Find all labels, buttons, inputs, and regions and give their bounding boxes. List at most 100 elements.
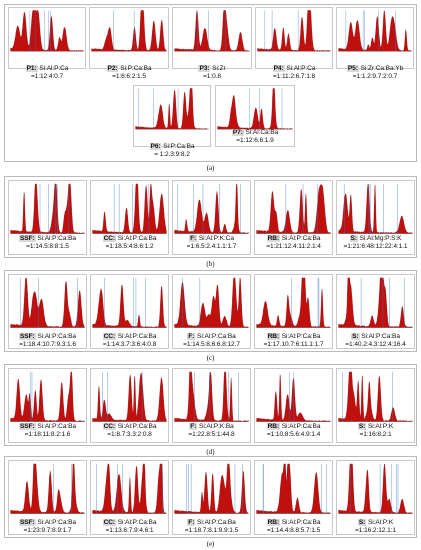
spectrum-panel-p6 <box>133 85 211 147</box>
edx-spectrum-graphic <box>92 183 167 234</box>
panel-id: P3: <box>198 65 211 72</box>
spectrum-area <box>174 277 249 328</box>
panel-ratio: =1:16:8.2:1 <box>359 430 392 438</box>
spectrum-panel-p5 <box>336 7 414 69</box>
panel-ratio: =1:13.6:7.9:4.6:1 <box>105 526 154 534</box>
panel-elements: Si:Al:P:Ca:Ba <box>117 235 157 242</box>
spectrum-area <box>10 371 85 422</box>
panel-ratio: =1:14.5:8:8:1.5 <box>26 242 69 250</box>
panel-id: CC: <box>102 235 117 242</box>
edx-spectrum-graphic <box>174 183 249 234</box>
panel-ratio: =1:18.5:4:8.6:1.2 <box>105 242 154 250</box>
panel-label-b-rb: RB: Si:Al:P:Ca:Ba =1:21:12.4:11:2.1:4 <box>254 235 333 251</box>
panel-elements: Si:Al:P:Ca:Ba <box>281 333 321 340</box>
spectrum-area <box>92 463 167 514</box>
spectrum-area <box>256 374 331 422</box>
edx-spectrum-graphic <box>256 463 331 514</box>
panel-ratio: =1:21:6:48:12:22:4:1.1 <box>343 242 408 250</box>
panel-elements: Si:Al:P:K:Ca <box>198 235 234 242</box>
spectrum-area <box>10 277 85 328</box>
panel-ratio: =1:23:9.7:8.9:1.7 <box>23 526 72 534</box>
spectrum-area <box>257 10 331 52</box>
panel-ratio: =1:6:6:2:1.5 <box>112 72 146 80</box>
edx-spectrum-graphic <box>135 88 209 130</box>
panel-elements: Si:Al:P:Ca:Ba <box>361 333 400 340</box>
caption-b: (b) <box>206 260 215 268</box>
panel-elements: Si:Zr:Ca:Ba:Yb <box>360 65 404 72</box>
panel-id: RB: <box>266 333 281 340</box>
panel-ratio: =1:40.2:4.3:12:4:16.4 <box>345 340 406 348</box>
panel-ratio: =1:0.8 <box>203 72 221 80</box>
panel-label-b-f: F: Si:Al:P:K:Ca =1:6.5:2.4:1.1:1.7 <box>172 235 251 251</box>
panel-label-p2: P2: Si:P:Ca:Ba =1:6:6:2:1.5 <box>89 65 169 81</box>
panel-label-d-rb: RB: Si:Al:P:Ca:Ba =1:10.8:5.6:4.9:1.4 <box>254 423 333 439</box>
panel-label-c-cc: CC: Si:Al:P:Ca:Ba =1:14:3.7:3:6:4:0.8 <box>90 333 169 349</box>
spectrum-area <box>174 183 249 234</box>
edx-spectrum-graphic <box>338 183 413 234</box>
edx-spectrum-graphic <box>338 371 413 422</box>
spectrum-panel-d-cc <box>90 368 169 443</box>
panel-id: F: <box>187 333 196 340</box>
edx-spectrum-graphic <box>10 277 85 328</box>
panel-elements: Si:Zr <box>212 65 226 72</box>
edx-spectrum-graphic <box>256 277 331 328</box>
spectrum-area <box>91 10 167 52</box>
panel-label-p5: P5: Si:Zr:Ca:Ba:Yb =1:1.2:9.7:2:0.7 <box>336 65 414 81</box>
panel-id: F: <box>189 235 198 242</box>
spectrum-panel-p1 <box>8 7 86 69</box>
edx-spectrum-graphic <box>10 463 85 514</box>
spectrum-panel-e-f <box>172 460 251 535</box>
panel-ratio: =1:12:4:0.7 <box>30 72 64 80</box>
edx-spectrum-graphic <box>256 183 331 234</box>
caption-c: (c) <box>206 354 215 362</box>
spectrum-area <box>256 463 331 514</box>
panel-ratio: =1:21:12.4:11:2.1:4 <box>266 242 321 250</box>
panel-id: P7: <box>231 129 244 136</box>
figure-section-a: P1: Si:Al:P:Ca =1:12:4:0.7 P2: Si:P:Ca:B… <box>4 4 417 162</box>
panel-elements: Si:Al:P:K <box>368 423 394 430</box>
panel-ratio: =1:14:3.7:3:6:4:0.8 <box>102 340 157 348</box>
spectrum-panel-d-f <box>172 368 251 443</box>
panel-id: F: <box>187 519 196 526</box>
spectrum-panel-p4 <box>255 7 333 69</box>
panel-label-b-s: S: Si:Al:Mg:P:S:K =1:21:6:48:12:22:4:1.1 <box>336 235 415 251</box>
spectrum-panel-b-f <box>172 180 251 255</box>
panel-label-e-s: S: Si:Al:P:K =1:16.2:12.1:1 <box>336 519 415 535</box>
panel-ratio: =1:10.8:5.6:4.9:1.4 <box>266 430 321 438</box>
panel-elements: Si:Al:P:Ca <box>39 65 69 72</box>
figure-section-c: SSF: Si:Al:P:Ca:Ba =1:18.4:10.7:9.3:1.6 C… <box>4 270 417 352</box>
panel-label-p3: P3: Si:Zr =1:0.8 <box>172 65 252 81</box>
panel-elements: Si:Al:P:Ca <box>286 65 316 72</box>
panel-elements: Si:P:Ca:Ba <box>120 65 152 72</box>
spectrum-panel-c-f <box>172 274 251 349</box>
caption-d: (d) <box>206 448 215 456</box>
panel-id: SSF: <box>18 333 36 340</box>
edx-spectrum-graphic <box>174 277 249 328</box>
spectrum-panel-c-s <box>336 274 415 349</box>
panel-elements: Si:Al:Ca:Ba <box>245 129 279 136</box>
spectrum-area <box>338 10 412 52</box>
panel-ratio: =1:8.7:3.3:2:0.8 <box>107 430 152 438</box>
spectrum-panel-d-s <box>336 368 415 443</box>
panel-label-d-f: F: Si:Al:P:K:Ba =1:22.8:5:1:44.8 <box>172 423 251 439</box>
panel-ratio: =1:18:11:8.2:1.6 <box>24 430 71 438</box>
panel-elements: Si:Al:P:Ca:Ba <box>37 333 76 340</box>
panel-id: F: <box>189 423 198 430</box>
panel-label-p4: P4: Si:Al:P:Ca =1:11.2:6.7:1.8 <box>255 65 333 81</box>
spectrum-panel-p3 <box>172 7 252 69</box>
spectrum-panel-b-cc <box>90 180 169 255</box>
edx-spectrum-graphic <box>10 183 85 234</box>
panel-id: CC: <box>102 519 117 526</box>
panel-ratio: =1:1.2:9.7:2:0.7 <box>352 72 398 80</box>
edx-spectrum-graphic <box>92 277 167 328</box>
panel-ratio: =1:14.4:8.8:5.7:1.5 <box>266 526 321 534</box>
spectrum-area <box>256 277 331 328</box>
spectrum-area <box>174 10 250 52</box>
spectrum-panel-p2 <box>89 7 169 69</box>
panel-elements: Si:Al:Mg:P:S:K <box>359 235 402 242</box>
panel-elements: Si:Al:P:Ca:Ba <box>117 333 157 340</box>
panel-label-e-rb: RB: Si:Al:P:Ca:Ba =1:14.4:8.8:5.7:1.5 <box>254 519 333 535</box>
edx-spectrum-graphic <box>338 10 412 52</box>
panel-ratio: =1:22.8:5:1:44.8 <box>188 430 235 438</box>
spectrum-panel-b-rb <box>254 180 333 255</box>
